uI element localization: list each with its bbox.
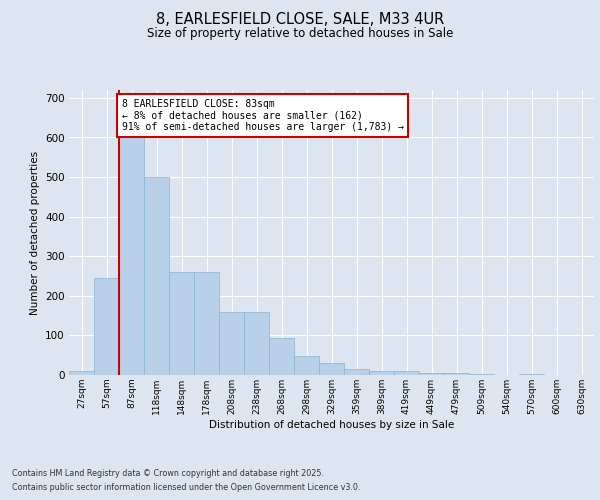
Bar (194, 272, 219, 375)
Bar (169, 272, 194, 375)
Bar (419, 373, 444, 375)
Text: 8, EARLESFIELD CLOSE, SALE, M33 4UR: 8, EARLESFIELD CLOSE, SALE, M33 4UR (156, 12, 444, 28)
Bar (219, 312, 244, 375)
Bar (469, 374, 494, 375)
Y-axis label: Number of detached properties: Number of detached properties (29, 150, 40, 314)
Bar (269, 338, 294, 375)
Bar (244, 312, 269, 375)
Bar (294, 356, 319, 375)
Bar (94, 278, 119, 375)
Text: Size of property relative to detached houses in Sale: Size of property relative to detached ho… (147, 28, 453, 40)
Bar (444, 373, 469, 375)
Bar (344, 370, 369, 375)
Bar (119, 132, 144, 375)
Bar (144, 177, 169, 375)
Bar (69, 371, 94, 375)
Text: 8 EARLESFIELD CLOSE: 83sqm
← 8% of detached houses are smaller (162)
91% of semi: 8 EARLESFIELD CLOSE: 83sqm ← 8% of detac… (121, 98, 404, 132)
Bar (319, 363, 344, 375)
Bar (519, 374, 544, 375)
Bar (369, 371, 394, 375)
Bar (394, 371, 419, 375)
Text: Contains HM Land Registry data © Crown copyright and database right 2025.: Contains HM Land Registry data © Crown c… (12, 468, 324, 477)
X-axis label: Distribution of detached houses by size in Sale: Distribution of detached houses by size … (209, 420, 454, 430)
Text: Contains public sector information licensed under the Open Government Licence v3: Contains public sector information licen… (12, 484, 361, 492)
